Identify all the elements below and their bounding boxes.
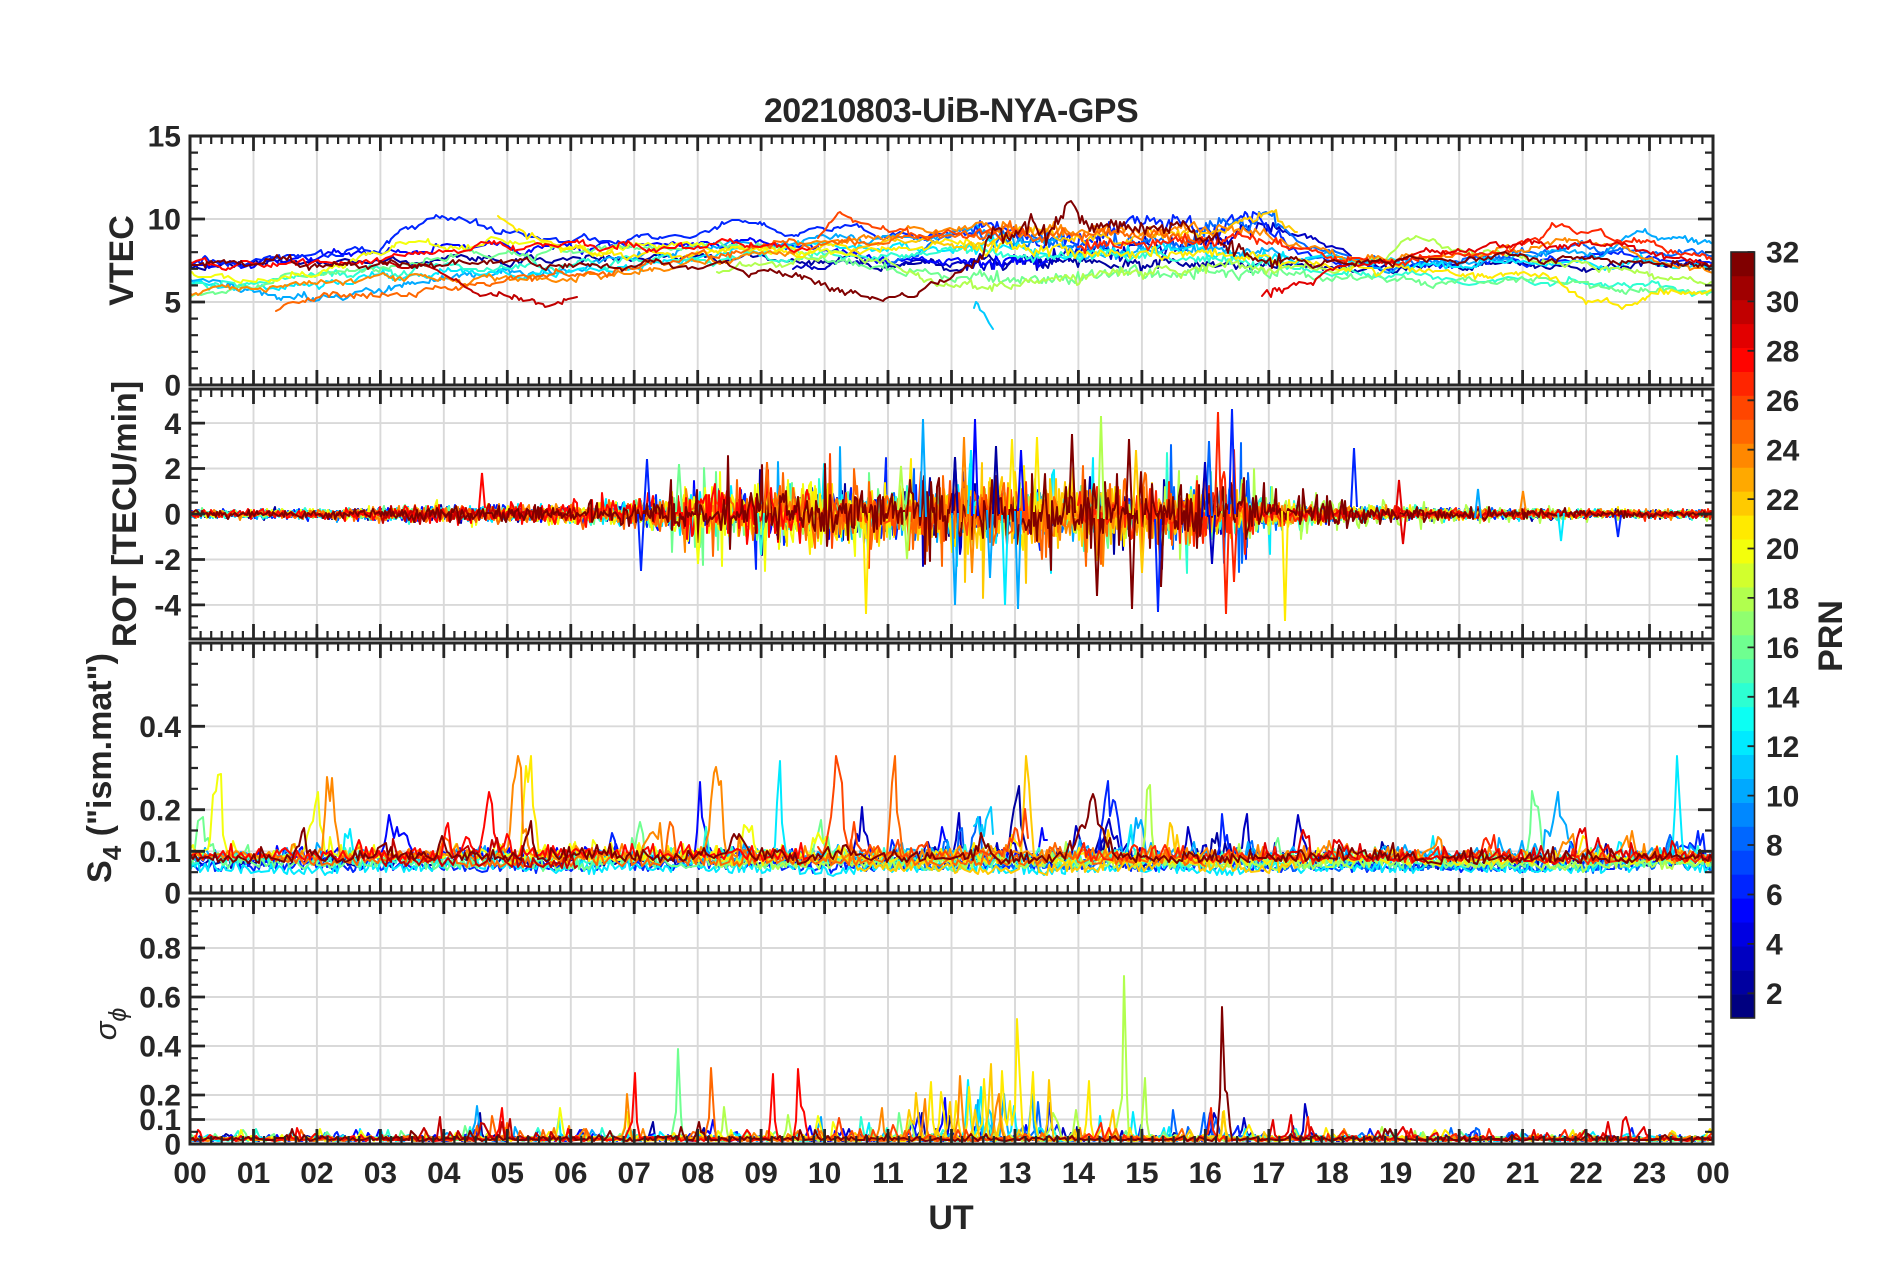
svg-text:0.1: 0.1 [139,836,181,869]
svg-text:-4: -4 [154,590,181,623]
svg-text:26: 26 [1766,385,1799,418]
svg-text:10: 10 [148,204,181,237]
svg-text:-2: -2 [154,544,181,577]
svg-text:21: 21 [1506,1157,1539,1190]
svg-text:16: 16 [1189,1157,1222,1190]
svg-text:00: 00 [1696,1157,1729,1190]
svg-text:5: 5 [164,287,181,320]
svg-text:09: 09 [744,1157,777,1190]
svg-text:0.2: 0.2 [139,1080,181,1113]
svg-text:0.4: 0.4 [139,711,181,744]
svg-text:20: 20 [1443,1157,1476,1190]
svg-text:0: 0 [164,1129,181,1162]
svg-text:24: 24 [1766,434,1800,467]
svg-text:4: 4 [164,408,181,441]
svg-text:30: 30 [1766,286,1799,319]
svg-text:20210803-UiB-NYA-GPS: 20210803-UiB-NYA-GPS [764,92,1138,130]
svg-text:VTEC: VTEC [103,215,141,306]
svg-text:06: 06 [554,1157,587,1190]
svg-text:07: 07 [618,1157,651,1190]
svg-text:0.6: 0.6 [139,982,181,1015]
svg-text:22: 22 [1569,1157,1602,1190]
svg-text:03: 03 [364,1157,397,1190]
svg-text:14: 14 [1766,682,1800,715]
svg-text:8: 8 [1766,830,1783,863]
svg-text:05: 05 [491,1157,524,1190]
svg-text:0: 0 [164,370,181,403]
svg-text:28: 28 [1766,336,1799,369]
svg-text:6: 6 [1766,879,1783,912]
svg-text:UT: UT [928,1199,974,1237]
svg-text:01: 01 [237,1157,270,1190]
svg-text:0: 0 [164,878,181,911]
svg-text:4: 4 [1766,929,1783,962]
svg-text:20: 20 [1766,533,1799,566]
svg-text:2: 2 [164,453,181,486]
svg-text:15: 15 [1125,1157,1158,1190]
svg-text:ROT [TECU/min]: ROT [TECU/min] [106,381,144,647]
svg-text:0.4: 0.4 [139,1031,181,1064]
svg-text:17: 17 [1252,1157,1285,1190]
svg-text:14: 14 [1062,1157,1096,1190]
svg-text:08: 08 [681,1157,714,1190]
svg-text:0.2: 0.2 [139,794,181,827]
svg-text:PRN: PRN [1812,600,1850,672]
svg-text:04: 04 [427,1157,461,1190]
svg-text:18: 18 [1316,1157,1349,1190]
svg-text:23: 23 [1633,1157,1666,1190]
svg-text:13: 13 [998,1157,1031,1190]
svg-text:0.1: 0.1 [139,1104,181,1137]
svg-text:19: 19 [1379,1157,1412,1190]
svg-text:00: 00 [173,1157,206,1190]
svg-text:10: 10 [808,1157,841,1190]
svg-text:10: 10 [1766,780,1799,813]
svg-text:15: 15 [148,121,181,154]
svg-text:12: 12 [1766,731,1799,764]
svg-text:22: 22 [1766,484,1799,517]
svg-text:32: 32 [1766,237,1799,270]
svg-text:16: 16 [1766,632,1799,665]
svg-text:2: 2 [1766,978,1783,1011]
svg-text:0.8: 0.8 [139,933,181,966]
svg-text:18: 18 [1766,583,1799,616]
svg-text:0: 0 [164,499,181,532]
svg-text:11: 11 [872,1157,904,1190]
svg-text:12: 12 [935,1157,968,1190]
svg-text:02: 02 [300,1157,333,1190]
